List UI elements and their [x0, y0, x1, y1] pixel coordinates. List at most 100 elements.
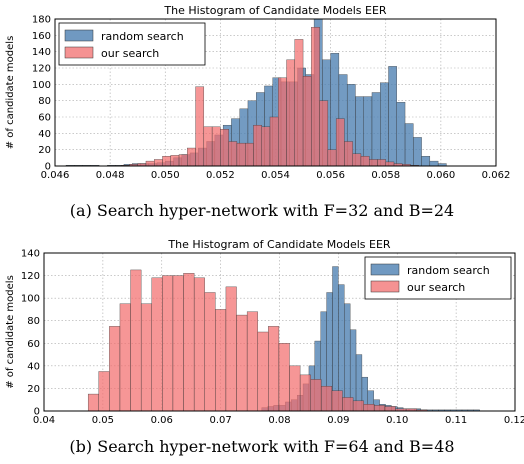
histogram-bar: [204, 292, 216, 412]
legend-swatch-random-search: [64, 29, 94, 42]
y-tick-label: 40: [38, 129, 51, 140]
histogram-bar: [257, 331, 269, 412]
x-tick-label: 0.048: [96, 170, 125, 181]
histogram-bar: [286, 59, 295, 167]
histogram-bar: [384, 406, 396, 412]
x-tick-label: 0.04: [33, 415, 55, 426]
histogram-bar: [335, 118, 345, 167]
histogram-bar: [385, 161, 395, 167]
histogram-bar: [195, 86, 205, 167]
histogram-bar: [369, 159, 378, 167]
histogram-bar: [154, 159, 163, 167]
y-tick-label: 0: [34, 407, 40, 418]
histogram-bar: [388, 66, 397, 167]
histogram-bar: [245, 142, 254, 167]
y-axis-label: # of candidate models: [5, 275, 16, 389]
legend-label-our-search: our search: [101, 47, 159, 60]
chart-title: The Histogram of Candidate Models EER: [163, 4, 387, 17]
histogram-bar: [371, 92, 381, 167]
histogram-bar: [299, 374, 311, 412]
histogram-bar: [140, 303, 152, 412]
figure-caption: (a) Search hyper-network with F=32 and B…: [70, 201, 454, 220]
legend: random search our search: [364, 256, 512, 300]
histogram-bar: [183, 273, 195, 412]
histogram-bar: [421, 156, 431, 167]
x-tick-label: 0.09: [327, 415, 349, 426]
histogram-bar: [151, 277, 163, 412]
x-tick-labels: 0.046 0.048 0.050 0.052 0.054 0.056 0.058 0.060…: [41, 170, 511, 181]
x-tick-label: 0.058: [371, 170, 400, 181]
histogram-bar: [278, 343, 290, 412]
histogram-bar: [215, 309, 227, 412]
histogram-bar: [360, 156, 370, 167]
histogram-bar: [311, 26, 320, 167]
x-tick-label: 0.054: [261, 170, 290, 181]
legend-swatch-our-search: [64, 46, 94, 59]
histogram-bar: [269, 116, 279, 167]
histogram-bar: [172, 275, 184, 412]
series-our-search-bars: [120, 26, 419, 167]
x-tick-label: 0.046: [41, 170, 70, 181]
histogram-bar: [236, 314, 248, 412]
x-tick-label: 0.08: [268, 415, 290, 426]
histogram-bar: [413, 137, 422, 167]
y-tick-label: 100: [32, 80, 51, 91]
histogram-bar: [352, 400, 364, 412]
histogram-bar: [374, 405, 386, 412]
y-tick-label: 80: [27, 316, 40, 327]
histogram-panel-b: The Histogram of Candidate Models EER # …: [5, 238, 524, 456]
legend-swatch-random-search: [370, 263, 400, 276]
histogram-bar: [145, 160, 155, 167]
histogram-bar: [396, 102, 406, 167]
histogram-bar: [119, 303, 131, 412]
plot-frame: [54, 18, 497, 167]
y-tick-labels: 0 20 40 60 80 100 120 140: [21, 249, 40, 418]
histogram-bar: [332, 266, 339, 412]
legend-label-random-search: random search: [407, 264, 490, 277]
histogram-bar: [302, 75, 312, 167]
y-tick-label: 120: [21, 271, 40, 282]
histogram-bar: [363, 96, 373, 167]
histogram-bar: [321, 385, 333, 412]
histogram-bar: [429, 160, 439, 167]
x-tick-label: 0.05: [92, 415, 114, 426]
histogram-bar: [253, 124, 262, 167]
x-tick-label: 0.11: [445, 415, 467, 426]
histogram-bar: [98, 371, 110, 412]
histogram-bar: [289, 365, 301, 412]
x-tick-label: 0.050: [151, 170, 180, 181]
y-tick-label: 160: [32, 31, 51, 42]
histogram-bar: [211, 126, 221, 167]
y-tick-labels: 0 20 40 60 80 100 120 140 160 180: [32, 15, 51, 173]
figure-caption: (b) Search hyper-network with F=64 and B…: [69, 437, 454, 456]
y-tick-label: 20: [38, 145, 51, 156]
histogram-bar: [178, 154, 188, 167]
histogram-bar: [352, 153, 362, 167]
y-tick-label: 140: [32, 47, 51, 58]
x-tick-label: 0.056: [316, 170, 345, 181]
histogram-bar: [109, 326, 121, 412]
histogram-bar: [344, 141, 353, 167]
histogram-bar: [377, 159, 386, 167]
histogram-bar: [363, 404, 375, 412]
histogram-panel-a: The Histogram of Candidate Models EER # …: [5, 4, 510, 220]
histogram-bar: [404, 123, 414, 167]
histogram-bar: [162, 156, 171, 167]
y-tick-label: 120: [32, 64, 51, 75]
histogram-bar: [261, 126, 271, 167]
histogram-bar: [236, 142, 246, 167]
histogram-bar: [203, 126, 213, 167]
y-tick-label: 60: [38, 113, 51, 124]
x-tick-labels: 0.04 0.05 0.06 0.07 0.08 0.09 0.10 0.11 0.12: [33, 415, 524, 426]
histogram-bar: [268, 326, 280, 412]
histogram-bar: [380, 82, 389, 167]
histogram-bar: [294, 39, 304, 167]
y-tick-label: 40: [27, 361, 40, 372]
y-tick-label: 140: [21, 249, 40, 260]
x-tick-label: 0.052: [206, 170, 235, 181]
y-tick-label: 20: [27, 384, 40, 395]
histogram-bar: [310, 379, 322, 412]
histogram-bar: [278, 77, 287, 167]
x-tick-label: 0.06: [151, 415, 173, 426]
